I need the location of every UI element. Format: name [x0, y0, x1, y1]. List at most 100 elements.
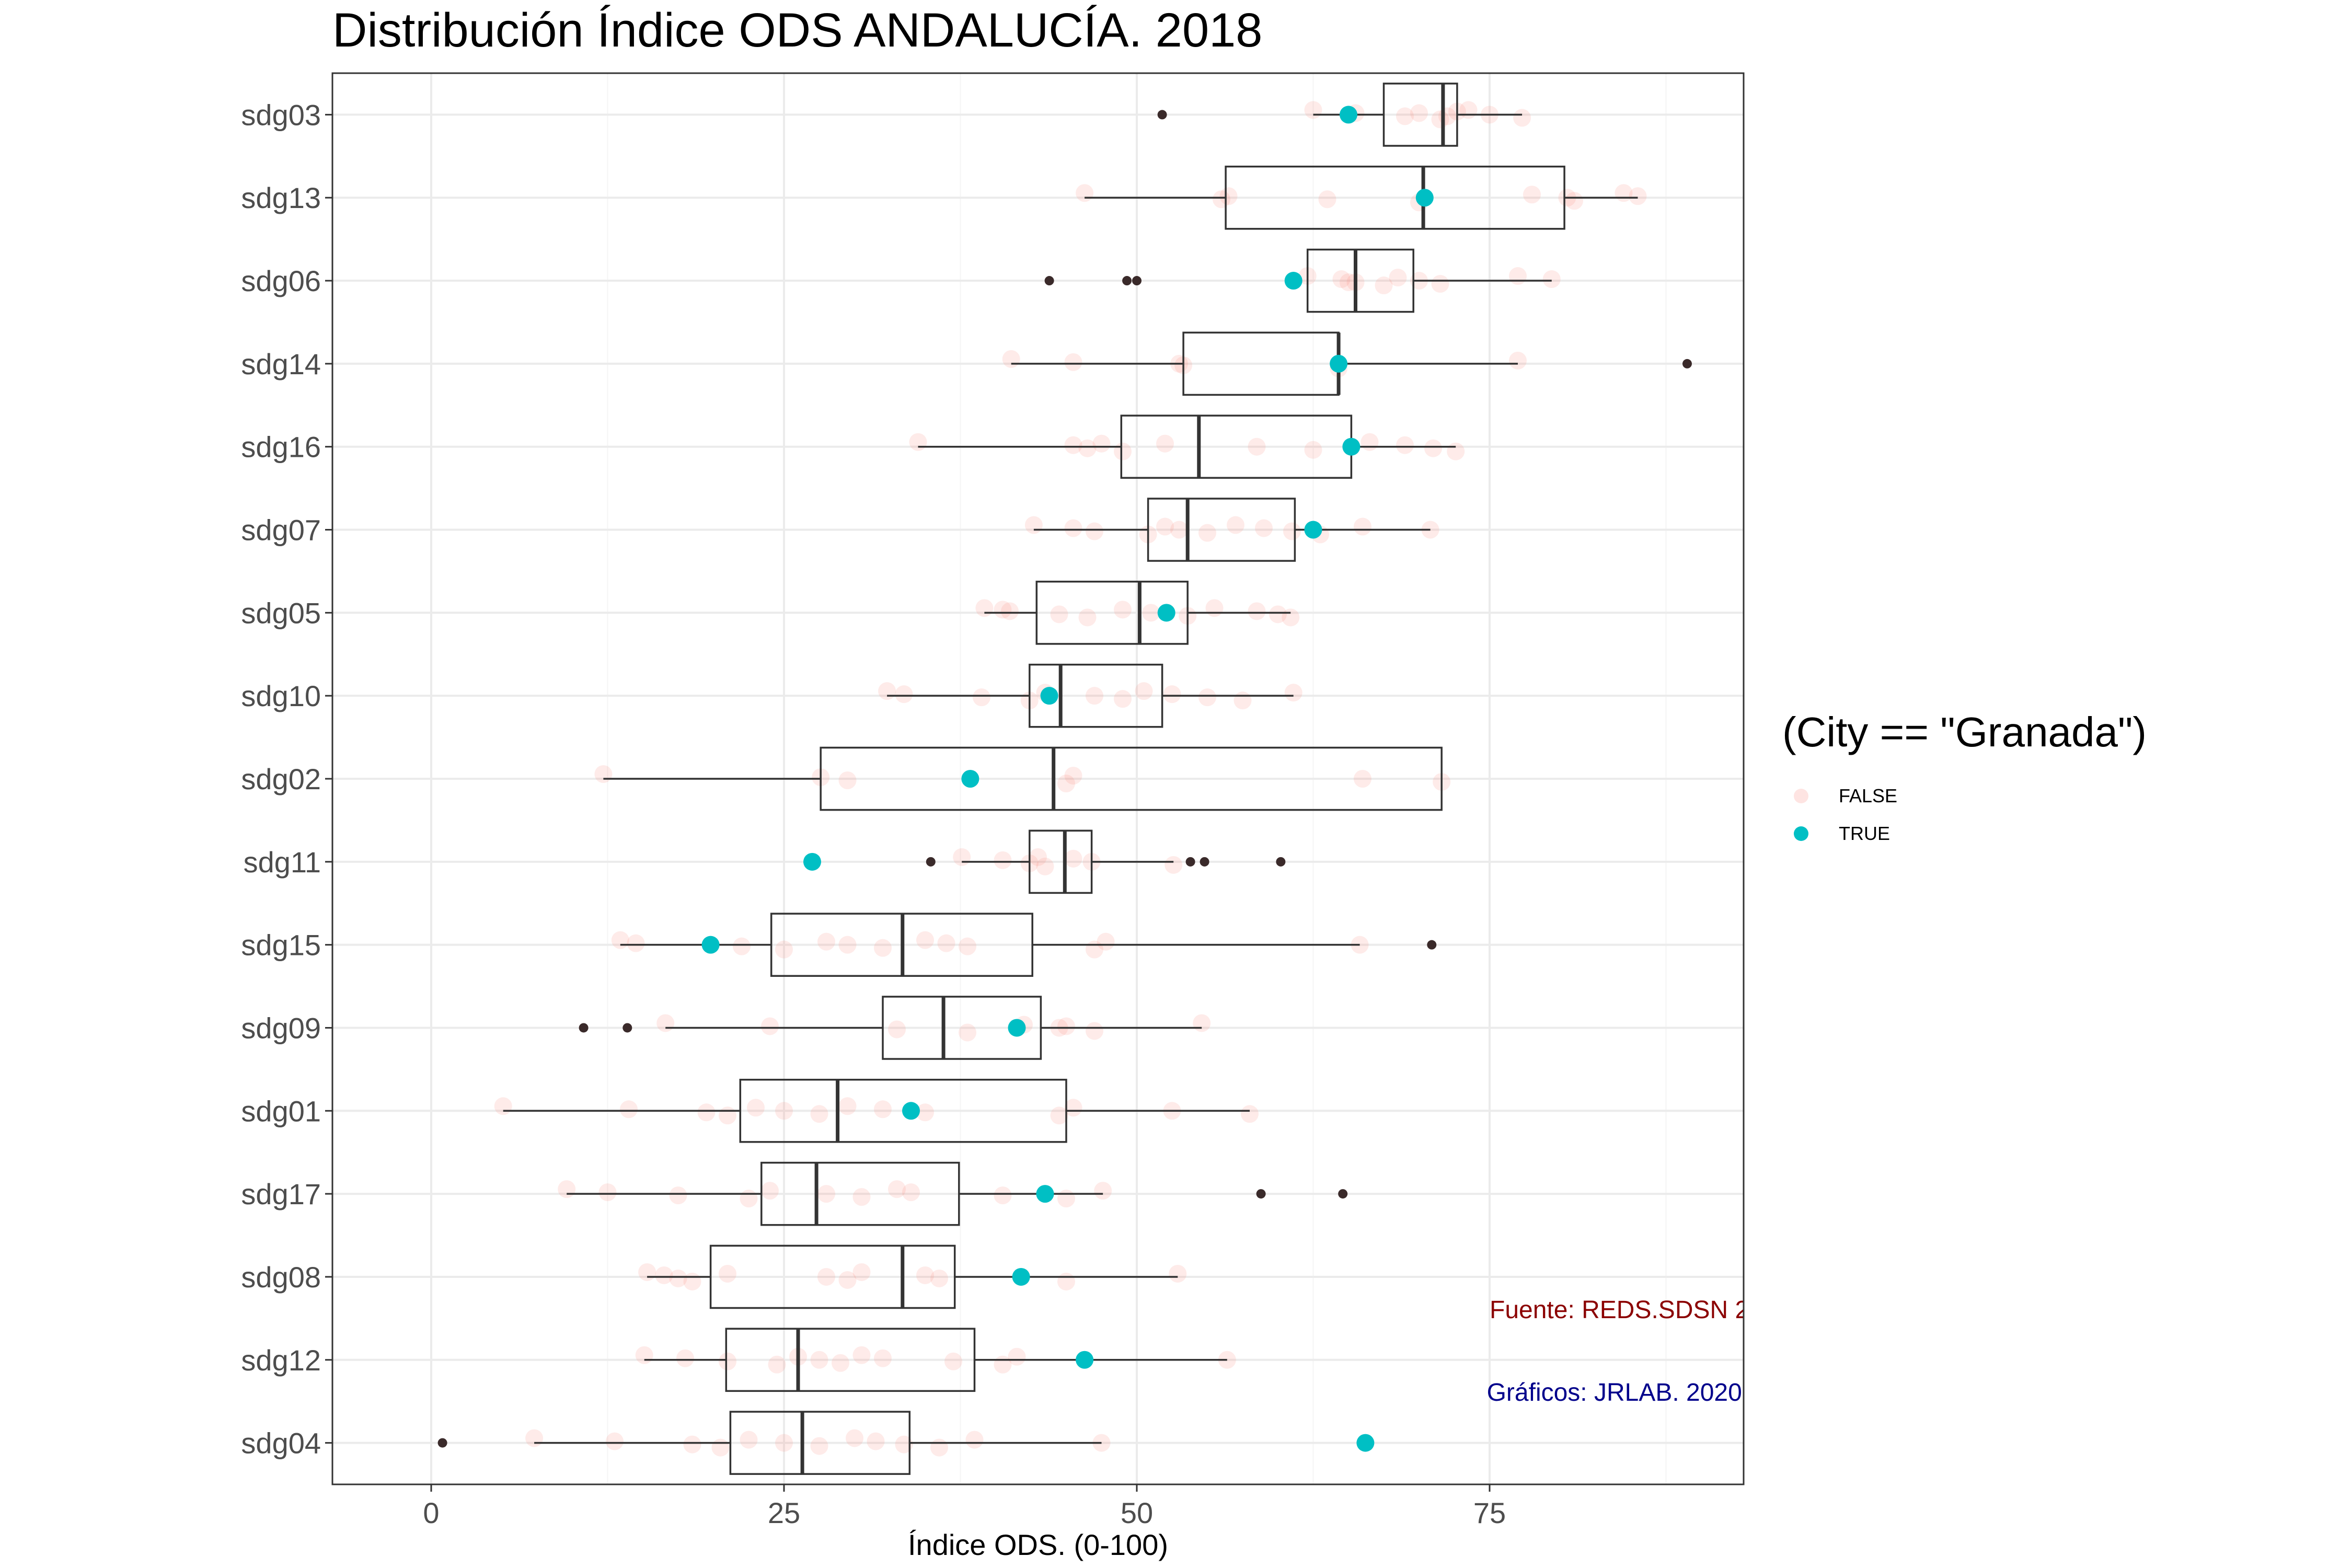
point-sdg02 [1354, 770, 1371, 788]
point-sdg15 [627, 934, 645, 952]
point-sdg04 [740, 1431, 758, 1449]
point-sdg09 [1193, 1014, 1211, 1032]
point-sdg16 [1156, 434, 1174, 453]
y-tick-label-sdg17: sdg17 [241, 1178, 321, 1210]
box-sdg01 [739, 1078, 1067, 1143]
point-sdg13 [1219, 187, 1238, 205]
point-sdg05 [1282, 608, 1300, 627]
y-tick-label-sdg08: sdg08 [241, 1261, 321, 1294]
point-sdg11 [953, 848, 971, 866]
granada-point-sdg13 [1415, 189, 1434, 207]
granada-point-sdg09 [1008, 1019, 1026, 1037]
point-sdg05 [1142, 604, 1160, 622]
point-sdg15 [874, 939, 892, 957]
box-sdg17 [760, 1161, 960, 1226]
granada-point-sdg08 [1012, 1267, 1030, 1286]
point-sdg05 [994, 601, 1012, 619]
outlier-sdg11 [1200, 857, 1209, 867]
point-sdg06 [1509, 267, 1527, 285]
legend-key-true [1782, 815, 1820, 852]
point-sdg07 [1227, 516, 1244, 534]
point-sdg11 [1029, 848, 1047, 866]
y-tick-label-sdg16: sdg16 [241, 431, 321, 464]
point-sdg04 [683, 1435, 701, 1454]
point-sdg17 [817, 1185, 835, 1203]
point-sdg09 [1057, 1017, 1075, 1035]
box-sdg07 [1147, 498, 1296, 562]
point-sdg01 [874, 1100, 892, 1119]
granada-point-sdg10 [1040, 687, 1058, 705]
granada-points [701, 106, 1434, 1452]
point-sdg17 [1094, 1182, 1112, 1200]
point-sdg01 [1241, 1105, 1259, 1123]
box-sdg05 [1035, 581, 1189, 645]
y-tick-label-sdg15: sdg15 [241, 929, 321, 962]
y-tick-label-sdg03: sdg03 [241, 98, 321, 131]
point-sdg17 [740, 1190, 758, 1208]
granada-point-sdg15 [701, 936, 720, 954]
granada-point-sdg06 [1284, 272, 1302, 290]
box-sdg13 [1225, 165, 1565, 230]
point-sdg15 [775, 940, 793, 959]
point-sdg06 [1375, 276, 1393, 295]
outlier-sdg17 [1256, 1189, 1266, 1199]
point-sdg06 [1431, 275, 1449, 293]
point-sdg02 [838, 771, 857, 789]
outlier-sdg11 [926, 857, 936, 867]
point-sdg16 [1248, 437, 1266, 456]
y-tick-label-sdg05: sdg05 [241, 596, 321, 629]
point-sdg16 [909, 433, 927, 451]
point-sdg16 [1447, 442, 1465, 460]
point-sdg16 [1424, 439, 1442, 457]
y-tick-label-sdg02: sdg02 [241, 763, 321, 795]
point-sdg05 [975, 599, 994, 617]
point-sdg04 [775, 1434, 793, 1452]
point-sdg15 [733, 937, 751, 955]
point-sdg15 [959, 937, 976, 955]
legend-label-true: TRUE [1839, 823, 1890, 844]
box-sdg04 [729, 1411, 911, 1475]
outlier-sdg11 [1185, 857, 1195, 867]
point-sdg08 [838, 1271, 857, 1289]
outlier-sdg03 [1157, 110, 1167, 120]
point-sdg16 [1064, 436, 1082, 454]
point-sdg14 [1064, 353, 1082, 371]
point-sdg07 [1086, 522, 1103, 540]
point-sdg12 [874, 1349, 892, 1367]
point-sdg07 [1198, 524, 1216, 542]
legend-entry-true: TRUE [1782, 815, 2147, 852]
boxes [437, 83, 1692, 1475]
point-sdg17 [888, 1180, 906, 1198]
point-sdg04 [846, 1429, 863, 1447]
source-annotation: Fuente: REDS.SDSN 2 [1490, 1296, 1749, 1324]
point-sdg04 [810, 1437, 828, 1455]
point-sdg08 [669, 1269, 687, 1287]
point-sdg02 [1064, 767, 1082, 785]
point-sdg13 [1318, 190, 1336, 209]
y-tick-label-sdg12: sdg12 [241, 1344, 321, 1377]
point-sdg15 [937, 934, 955, 952]
point-sdg04 [965, 1431, 984, 1449]
point-sdg17 [558, 1180, 576, 1198]
y-tick-label-sdg10: sdg10 [241, 679, 321, 712]
point-sdg02 [594, 765, 613, 783]
point-sdg06 [1340, 273, 1357, 292]
x-axis-title: Índice ODS. (0-100) [908, 1528, 1168, 1561]
x-tick-label-75: 75 [1473, 1496, 1506, 1529]
grid-lines [332, 73, 1744, 1484]
point-sdg06 [1389, 269, 1407, 287]
point-sdg05 [1205, 599, 1224, 617]
point-sdg04 [606, 1432, 624, 1450]
granada-point-sdg01 [902, 1102, 920, 1120]
granada-point-sdg14 [1330, 354, 1348, 373]
point-sdg10 [1135, 682, 1153, 700]
point-sdg17 [669, 1186, 687, 1205]
point-sdg04 [711, 1438, 730, 1457]
point-sdg17 [852, 1188, 871, 1206]
granada-point-sdg05 [1157, 604, 1175, 622]
point-sdg13 [1565, 192, 1583, 210]
y-tick-label-sdg01: sdg01 [241, 1094, 321, 1127]
point-sdg05 [1248, 602, 1266, 620]
box-sdg09 [882, 996, 1042, 1060]
